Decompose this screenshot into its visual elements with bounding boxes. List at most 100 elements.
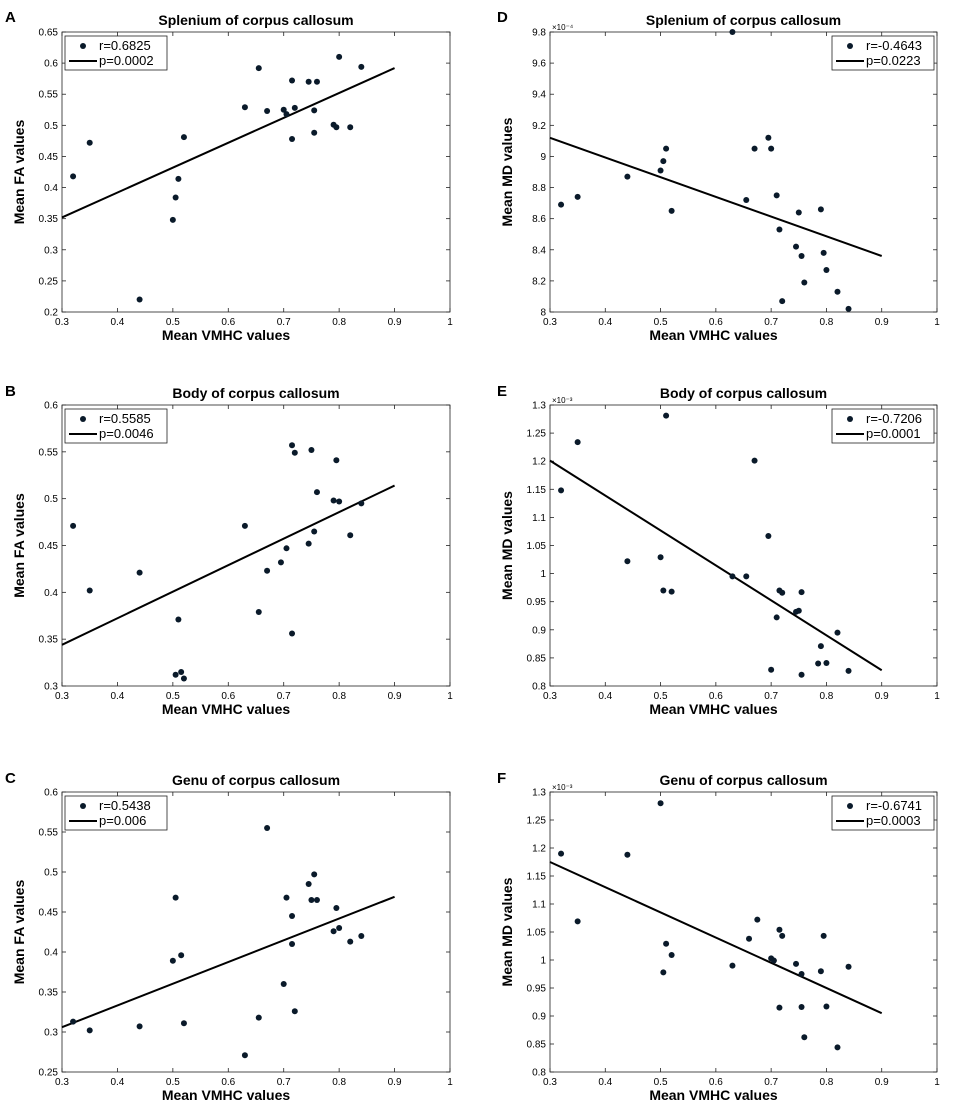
data-point xyxy=(264,108,271,115)
y-axis-exponent: ×10⁻³ xyxy=(552,783,573,792)
data-point xyxy=(768,666,775,673)
data-point xyxy=(817,643,824,650)
data-point xyxy=(172,194,179,201)
data-point xyxy=(801,1034,808,1041)
data-point xyxy=(663,412,670,419)
data-point xyxy=(333,124,340,131)
data-point xyxy=(660,158,667,165)
y-tick-label: 1.3 xyxy=(532,788,546,799)
data-point xyxy=(574,193,581,200)
y-tick-label: 0.95 xyxy=(527,597,547,608)
data-point xyxy=(255,609,262,616)
x-tick-label: 0.7 xyxy=(277,691,291,702)
x-tick-label: 0.5 xyxy=(166,317,180,328)
data-point xyxy=(770,957,777,964)
data-point xyxy=(558,850,565,857)
x-axis-label: Mean VMHC values xyxy=(162,701,291,717)
y-tick-label: 0.45 xyxy=(39,152,59,163)
data-point xyxy=(313,78,320,85)
x-tick-label: 0.7 xyxy=(764,1077,778,1088)
chart-title: Splenium of corpus callosum xyxy=(646,12,841,28)
y-tick-label: 0.8 xyxy=(532,1068,546,1079)
y-tick-label: 0.85 xyxy=(527,1040,547,1051)
y-tick-label: 1.1 xyxy=(532,900,546,911)
x-tick-label: 0.8 xyxy=(819,1077,833,1088)
data-point xyxy=(255,65,262,72)
data-point xyxy=(776,1004,783,1011)
y-axis-exponent: ×10⁻³ xyxy=(552,396,573,405)
data-point xyxy=(283,111,290,118)
data-point xyxy=(751,457,758,464)
legend-box xyxy=(64,408,168,444)
data-point xyxy=(729,573,736,580)
x-tick-label: 1 xyxy=(447,691,453,702)
y-tick-label: 0.4 xyxy=(44,588,58,599)
data-point xyxy=(308,897,315,903)
x-tick-label: 0.8 xyxy=(332,317,346,328)
legend-marker-dot xyxy=(847,803,853,809)
x-tick-label: 0.3 xyxy=(543,317,557,328)
data-point xyxy=(820,932,827,939)
x-tick-label: 1 xyxy=(447,317,453,328)
data-point xyxy=(743,573,750,580)
chart-title: Body of corpus callosum xyxy=(172,385,339,401)
data-point xyxy=(743,197,750,203)
regression-line xyxy=(61,67,395,219)
y-tick-label: 0.3 xyxy=(44,245,58,256)
legend-r-value: r=-0.4643 xyxy=(866,38,922,53)
panel-letter: C xyxy=(5,770,16,787)
data-point xyxy=(241,522,248,529)
y-tick-label: 1.2 xyxy=(532,457,546,468)
data-point xyxy=(305,78,312,85)
data-point xyxy=(823,1003,830,1010)
data-point xyxy=(574,918,581,925)
y-tick-label: 1.05 xyxy=(527,928,547,939)
x-tick-label: 0.9 xyxy=(388,691,402,702)
y-tick-label: 0.5 xyxy=(44,121,58,132)
panel-letter: B xyxy=(5,383,16,400)
legend-p-value: p=0.0003 xyxy=(866,813,921,828)
y-tick-label: 1 xyxy=(540,569,546,580)
data-point xyxy=(70,522,77,529)
x-tick-label: 0.9 xyxy=(875,317,889,328)
panel-a: A Splenium of corpus callosum 0.3 0.4 0.5 0.6… xyxy=(5,9,453,343)
legend-p-value: p=0.006 xyxy=(99,813,146,828)
panel-letter: F xyxy=(497,770,506,787)
data-point xyxy=(657,167,664,174)
legend-r-value: r=0.5585 xyxy=(99,411,151,426)
x-tick-label: 1 xyxy=(934,317,940,328)
panel-d: D Splenium of corpus callosum 0.3 0.4 0.5 0.6… xyxy=(497,9,940,343)
data-point xyxy=(241,1052,248,1059)
data-point xyxy=(657,554,664,561)
data-point xyxy=(336,53,343,60)
data-point xyxy=(624,851,631,858)
y-tick-label: 8.2 xyxy=(532,276,546,287)
data-point xyxy=(773,614,780,621)
data-point xyxy=(169,216,176,223)
regression-line xyxy=(549,136,883,257)
y-tick-label: 0.55 xyxy=(39,90,59,101)
y-tick-label: 0.25 xyxy=(39,276,59,287)
legend-marker-dot xyxy=(80,803,86,809)
legend-marker-dot xyxy=(847,43,853,49)
data-point xyxy=(255,1014,262,1021)
data-point xyxy=(798,589,805,596)
data-point xyxy=(311,871,318,878)
x-tick-label: 0.7 xyxy=(764,317,778,328)
x-tick-label: 0.6 xyxy=(709,317,723,328)
data-point xyxy=(86,587,93,594)
plot-frame xyxy=(61,791,451,1073)
x-tick-label: 0.8 xyxy=(819,317,833,328)
y-axis-label: Mean FA values xyxy=(11,493,27,598)
data-point xyxy=(175,616,182,623)
legend-r-value: r=-0.7206 xyxy=(866,411,922,426)
x-tick-label: 0.7 xyxy=(277,317,291,328)
y-tick-label: 0.45 xyxy=(39,541,59,552)
legend-p-value: p=0.0001 xyxy=(866,426,921,441)
data-point xyxy=(289,941,296,947)
data-point xyxy=(624,558,631,565)
